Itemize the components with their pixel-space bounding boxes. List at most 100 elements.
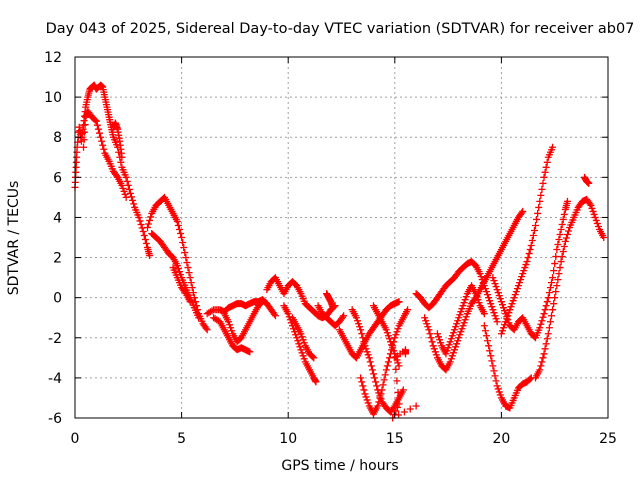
data-point bbox=[126, 189, 134, 197]
data-point bbox=[384, 332, 392, 340]
data-point bbox=[533, 215, 541, 223]
data-point bbox=[526, 246, 534, 254]
data-point bbox=[437, 339, 445, 347]
data-point bbox=[474, 296, 482, 304]
data-point bbox=[227, 324, 235, 332]
data-point bbox=[363, 348, 371, 356]
data-point bbox=[560, 210, 568, 218]
data-point bbox=[129, 196, 137, 204]
data-point bbox=[390, 347, 398, 355]
data-point bbox=[392, 353, 400, 361]
data-point bbox=[494, 289, 502, 297]
data-point bbox=[296, 343, 304, 351]
data-point bbox=[400, 408, 408, 416]
data-point bbox=[297, 330, 305, 338]
data-point bbox=[145, 220, 153, 228]
data-point bbox=[446, 358, 454, 366]
series-14 bbox=[323, 290, 337, 312]
data-point bbox=[186, 298, 194, 306]
data-point bbox=[293, 334, 301, 342]
data-point bbox=[383, 329, 391, 337]
data-point bbox=[543, 158, 551, 166]
data-point bbox=[98, 137, 106, 145]
data-point bbox=[445, 341, 453, 349]
data-point bbox=[360, 338, 368, 346]
data-point bbox=[556, 264, 564, 272]
data-point bbox=[452, 323, 460, 331]
series-19 bbox=[389, 346, 420, 422]
data-point bbox=[226, 321, 234, 329]
data-point bbox=[395, 400, 403, 408]
data-point bbox=[562, 234, 570, 242]
data-point bbox=[473, 293, 481, 301]
data-point bbox=[546, 284, 554, 292]
data-point bbox=[505, 309, 513, 317]
data-point bbox=[446, 338, 454, 346]
data-point bbox=[519, 207, 527, 215]
data-point bbox=[553, 246, 561, 254]
data-point bbox=[391, 334, 399, 342]
data-point bbox=[500, 324, 508, 332]
data-point bbox=[135, 213, 143, 221]
y-tick-label: -4 bbox=[48, 371, 62, 387]
data-point bbox=[536, 324, 544, 332]
data-point bbox=[586, 200, 594, 208]
data-point bbox=[142, 240, 150, 248]
data-point bbox=[146, 252, 154, 260]
data-point bbox=[493, 382, 501, 390]
data-point bbox=[178, 234, 186, 241]
data-point bbox=[486, 297, 494, 305]
data-point bbox=[136, 217, 144, 225]
data-point bbox=[391, 354, 399, 362]
data-point bbox=[361, 390, 369, 398]
series-22 bbox=[433, 282, 488, 358]
data-point bbox=[522, 261, 530, 269]
data-point bbox=[450, 346, 458, 354]
data-point bbox=[532, 221, 540, 229]
data-point bbox=[179, 239, 187, 247]
data-point bbox=[146, 216, 154, 224]
data-point bbox=[480, 322, 488, 330]
data-point bbox=[510, 294, 518, 302]
data-point bbox=[462, 293, 470, 301]
data-point bbox=[225, 318, 233, 326]
data-point bbox=[392, 331, 400, 339]
data-point bbox=[435, 333, 443, 341]
data-point bbox=[537, 362, 545, 370]
data-point bbox=[543, 335, 551, 343]
data-point bbox=[447, 335, 455, 343]
data-point bbox=[493, 286, 501, 294]
data-point bbox=[489, 274, 497, 282]
data-point bbox=[551, 260, 559, 268]
data-point bbox=[365, 354, 373, 362]
data-point bbox=[443, 347, 451, 355]
data-point bbox=[541, 168, 549, 176]
data-point bbox=[394, 359, 402, 367]
data-point bbox=[186, 274, 194, 282]
data-point bbox=[143, 223, 151, 231]
data-point bbox=[539, 179, 547, 187]
data-point bbox=[362, 393, 370, 401]
data-point bbox=[432, 351, 440, 359]
data-point bbox=[430, 345, 438, 353]
data-point bbox=[117, 158, 125, 166]
data-point bbox=[497, 330, 505, 338]
data-point bbox=[519, 270, 527, 278]
data-point bbox=[228, 327, 236, 335]
data-point bbox=[454, 337, 462, 345]
series-24 bbox=[489, 197, 571, 342]
x-tick-label: 0 bbox=[71, 431, 80, 447]
data-point bbox=[393, 328, 401, 336]
y-tick-label: -2 bbox=[48, 331, 62, 347]
data-point bbox=[550, 300, 558, 308]
data-point bbox=[484, 337, 492, 345]
data-point bbox=[369, 370, 377, 378]
data-point bbox=[460, 319, 468, 327]
data-point bbox=[542, 340, 550, 348]
series-25 bbox=[497, 143, 557, 338]
data-point bbox=[122, 173, 130, 181]
data-point bbox=[208, 307, 216, 315]
data-point bbox=[368, 366, 376, 374]
data-point bbox=[536, 366, 544, 374]
series-21 bbox=[421, 207, 527, 374]
